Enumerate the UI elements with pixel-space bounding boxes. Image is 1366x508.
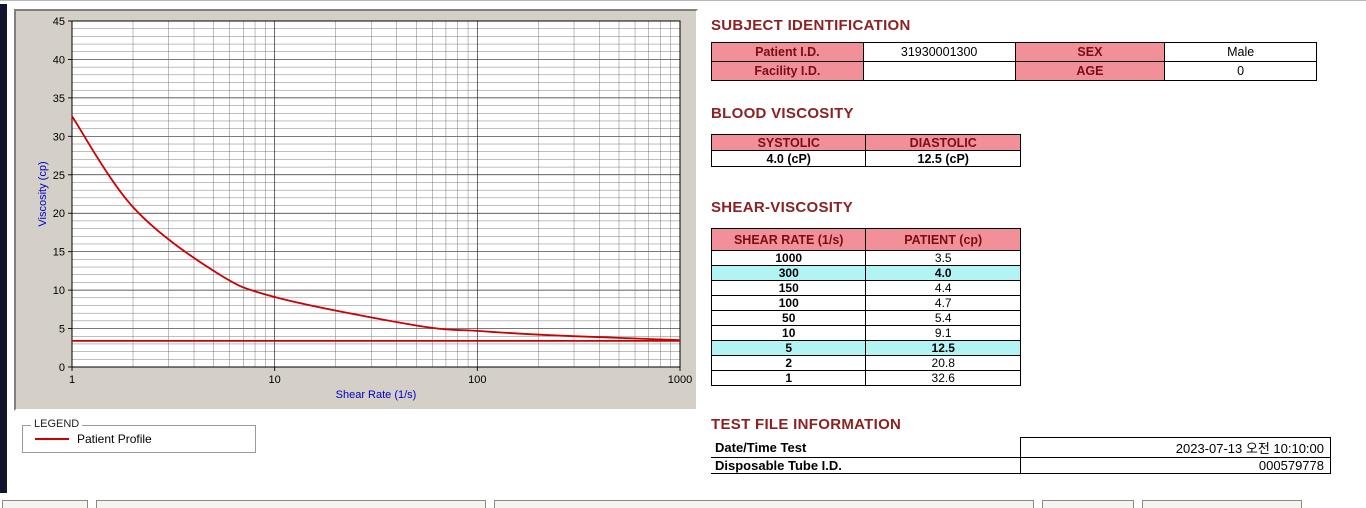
svg-text:10: 10 (53, 285, 65, 297)
legend-box: LEGEND Patient Profile (22, 418, 256, 453)
svg-text:35: 35 (53, 93, 65, 105)
shear-rate-column-header: SHEAR RATE (1/s) (710, 228, 867, 251)
blood-viscosity-heading: BLOOD VISCOSITY (711, 105, 854, 122)
systolic-header: SYSTOLIC (710, 134, 867, 151)
cropped-control[interactable] (1142, 500, 1302, 508)
legend-entry-label: Patient Profile (77, 432, 152, 446)
date-time-test-value: 2023-07-13 오전 10:10:00 (1020, 437, 1331, 458)
table-row: Date/Time Test 2023-07-13 오전 10:10:00 (711, 437, 1331, 458)
shear-table-body: 1000 3.5 300 4.0 150 4.4 100 4.7 50 5.4 10 9.1 5 12.5… (710, 250, 1021, 386)
test-file-information-heading: TEST FILE INFORMATION (711, 416, 902, 433)
systolic-value: 4.0 (cP) (710, 150, 867, 167)
svg-text:1: 1 (69, 374, 75, 386)
shear-rate-cell: 2 (710, 355, 867, 371)
patient-cp-cell: 4.7 (865, 295, 1021, 311)
shear-rate-cell: 5 (710, 340, 867, 356)
report-column: SUBJECT IDENTIFICATION Patient I.D. 3193… (710, 11, 1332, 474)
legend-title: LEGEND (31, 418, 83, 430)
table-row: 4.0 (cP) 12.5 (cP) (710, 150, 1021, 167)
shear-row: 100 4.7 (710, 295, 1021, 311)
left-edge-strip (0, 4, 7, 493)
shear-viscosity-heading: SHEAR-VISCOSITY (711, 199, 854, 216)
table-row: SYSTOLIC DIASTOLIC (710, 134, 1021, 151)
patient-cp-cell: 9.1 (865, 325, 1021, 341)
patient-cp-cell: 3.5 (865, 250, 1021, 266)
shear-row: 1 32.6 (710, 370, 1021, 386)
shear-row: 10 9.1 (710, 325, 1021, 341)
shear-rate-cell: 150 (710, 280, 867, 296)
shear-row: 5 12.5 (710, 340, 1021, 356)
table-row: Disposable Tube I.D. 000579778 (711, 457, 1331, 474)
age-label: AGE (1014, 61, 1166, 81)
svg-text:45: 45 (53, 16, 65, 28)
facility-id-value (862, 61, 1016, 81)
svg-text:20: 20 (53, 208, 65, 220)
cropped-control[interactable] (2, 500, 88, 508)
svg-text:25: 25 (53, 170, 65, 182)
patient-cp-cell: 20.8 (865, 355, 1021, 371)
svg-text:5: 5 (59, 324, 65, 336)
patient-column-header: PATIENT (cp) (865, 228, 1021, 251)
table-header-row: SHEAR RATE (1/s) PATIENT (cp) (710, 228, 1021, 251)
facility-id-label: Facility I.D. (711, 61, 864, 81)
chart-panel: 0 5 10 15 20 25 30 35 40 45 1 10 100 1000 Shear Rate (… (14, 9, 698, 411)
svg-text:100: 100 (468, 374, 486, 386)
shear-rate-cell: 10 (710, 325, 867, 341)
disposable-tube-id-label: Disposable Tube I.D. (711, 457, 1021, 474)
date-time-test-label: Date/Time Test (711, 437, 1021, 458)
cropped-control[interactable] (1042, 500, 1134, 508)
patient-id-value: 31930001300 (862, 42, 1016, 62)
table-row: Patient I.D. 31930001300 SEX Male (711, 42, 1317, 62)
svg-text:10: 10 (269, 374, 281, 386)
svg-text:0: 0 (59, 362, 65, 374)
shear-row: 2 20.8 (710, 355, 1021, 371)
shear-rate-cell: 50 (710, 310, 867, 326)
subject-table: Patient I.D. 31930001300 SEX Male Facili… (711, 42, 1317, 81)
age-value: 0 (1164, 61, 1317, 81)
svg-text:15: 15 (53, 247, 65, 259)
svg-text:30: 30 (53, 131, 65, 143)
sex-label: SEX (1014, 42, 1166, 62)
diastolic-value: 12.5 (cP) (865, 150, 1021, 167)
sex-value: Male (1164, 42, 1317, 62)
patient-id-label: Patient I.D. (711, 42, 864, 62)
shear-rate-cell: 300 (710, 265, 867, 281)
shear-rate-cell: 1000 (710, 250, 867, 266)
shear-rate-cell: 1 (710, 370, 867, 386)
patient-cp-cell: 5.4 (865, 310, 1021, 326)
bottom-cropped-controls (2, 500, 1302, 508)
subject-identification-heading: SUBJECT IDENTIFICATION (711, 17, 911, 34)
patient-profile-line-swatch (35, 438, 69, 440)
blood-viscosity-table: SYSTOLIC DIASTOLIC 4.0 (cP) 12.5 (cP) (710, 134, 1021, 167)
cropped-control[interactable] (494, 500, 1034, 508)
cropped-control[interactable] (96, 500, 486, 508)
svg-text:Viscosity (cp): Viscosity (cp) (37, 161, 49, 226)
shear-row: 50 5.4 (710, 310, 1021, 326)
svg-text:40: 40 (53, 54, 65, 66)
test-file-table: Date/Time Test 2023-07-13 오전 10:10:00 Di… (711, 437, 1331, 474)
shear-row: 300 4.0 (710, 265, 1021, 281)
table-row: Facility I.D. AGE 0 (711, 61, 1317, 81)
svg-text:Shear Rate (1/s): Shear Rate (1/s) (336, 389, 417, 401)
patient-cp-cell: 4.4 (865, 280, 1021, 296)
patient-cp-cell: 32.6 (865, 370, 1021, 386)
viscosity-chart: 0 5 10 15 20 25 30 35 40 45 1 10 100 1000 Shear Rate (… (37, 16, 692, 401)
disposable-tube-id-value: 000579778 (1020, 457, 1331, 474)
patient-cp-cell: 4.0 (865, 265, 1021, 281)
shear-viscosity-table: SHEAR RATE (1/s) PATIENT (cp) 1000 3.5 300… (710, 228, 1021, 386)
shear-rate-cell: 100 (710, 295, 867, 311)
patient-cp-cell: 12.5 (865, 340, 1021, 356)
diastolic-header: DIASTOLIC (865, 134, 1021, 151)
svg-text:1000: 1000 (668, 374, 692, 386)
shear-row: 150 4.4 (710, 280, 1021, 296)
shear-row: 1000 3.5 (710, 250, 1021, 266)
